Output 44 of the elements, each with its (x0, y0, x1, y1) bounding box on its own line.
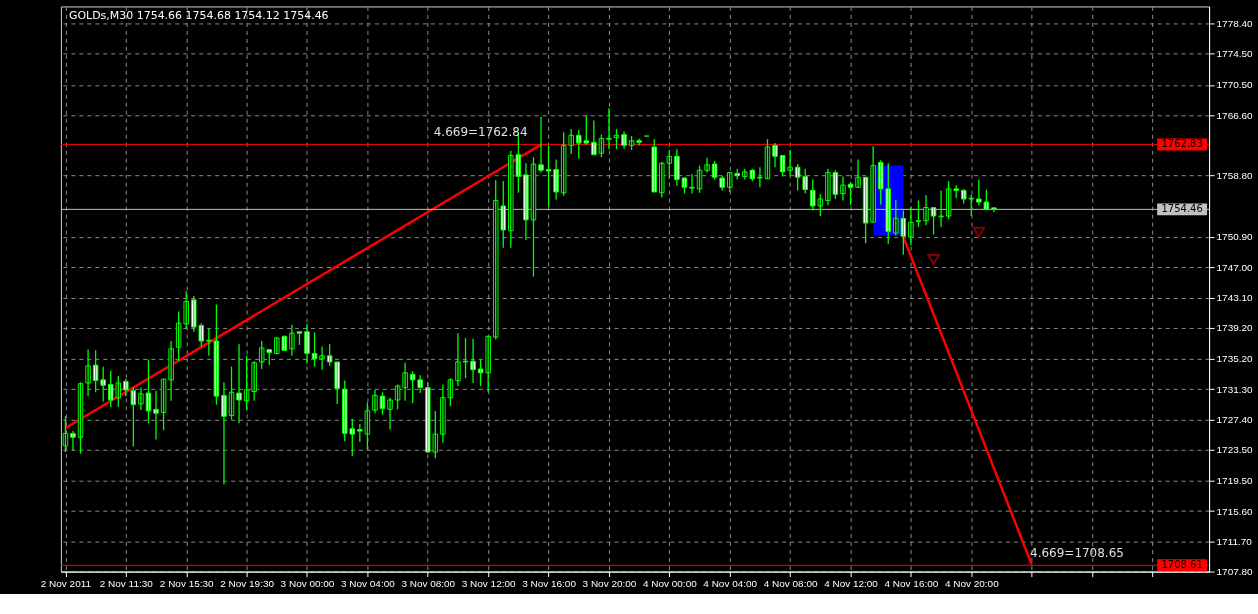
x-tick-label: 3 Nov 16:00 (522, 578, 577, 590)
y-tick-label: 1719.50 (1216, 475, 1254, 487)
chart-title: GOLDs,M30 1754.66 1754.68 1754.12 1754.46 (68, 9, 329, 23)
y-tick-label: 1747.00 (1216, 261, 1254, 273)
x-tick-label: 3 Nov 08:00 (401, 578, 456, 590)
x-tick-label: 2 Nov 15:30 (159, 578, 215, 590)
x-tick-label: 4 Nov 12:00 (824, 578, 879, 590)
x-tick-label: 3 Nov 12:00 (461, 578, 516, 590)
ref-line-label: 1762.83 (1161, 138, 1203, 150)
ref-line-label: 1754.46 (1161, 203, 1203, 215)
candlestick (319, 345, 325, 371)
ref-line-label: 1708.61 (1161, 559, 1203, 571)
x-tick-label: 3 Nov 20:00 (582, 578, 637, 590)
y-tick-label: 1707.80 (1216, 566, 1254, 578)
y-tick-label: 1739.20 (1216, 322, 1254, 334)
x-tick-label: 3 Nov 04:00 (341, 578, 396, 590)
y-tick-label: 1723.50 (1216, 444, 1254, 456)
candlestick (787, 149, 793, 177)
candlestick (651, 138, 657, 193)
y-tick-label: 1711.70 (1216, 535, 1253, 547)
y-tick-label: 1778.40 (1216, 18, 1254, 30)
x-tick-label: 4 Nov 20:00 (944, 578, 1000, 590)
x-tick-label: 4 Nov 08:00 (763, 578, 818, 590)
y-tick-label: 1770.50 (1216, 79, 1254, 91)
y-tick-label: 1743.10 (1216, 292, 1254, 304)
annotation: 4.669=1708.65 (1030, 545, 1124, 560)
x-tick-label: 3 Nov 00:00 (280, 578, 335, 590)
y-tick-label: 1727.40 (1216, 413, 1254, 425)
x-tick-label: 4 Nov 04:00 (703, 578, 758, 590)
candlestick (991, 207, 997, 213)
x-tick-label: 4 Nov 16:00 (884, 578, 939, 590)
x-tick-label: 4 Nov 00:00 (642, 578, 698, 590)
candlestick (545, 145, 552, 208)
x-tick-label: 2 Nov 11:30 (99, 578, 154, 590)
y-tick-label: 1758.80 (1216, 170, 1254, 182)
x-tick-label: 2 Nov 2011 (40, 578, 92, 590)
y-tick-label: 1731.30 (1216, 383, 1254, 395)
y-tick-label: 1735.20 (1216, 353, 1254, 365)
x-tick-label: 2 Nov 19:30 (220, 578, 275, 590)
y-tick-label: 1750.90 (1216, 231, 1254, 243)
y-tick-label: 1774.50 (1216, 48, 1254, 60)
annotation: 4.669=1762.84 (433, 125, 528, 140)
y-tick-label: 1715.60 (1216, 505, 1254, 517)
y-tick-label: 1766.60 (1216, 109, 1254, 121)
